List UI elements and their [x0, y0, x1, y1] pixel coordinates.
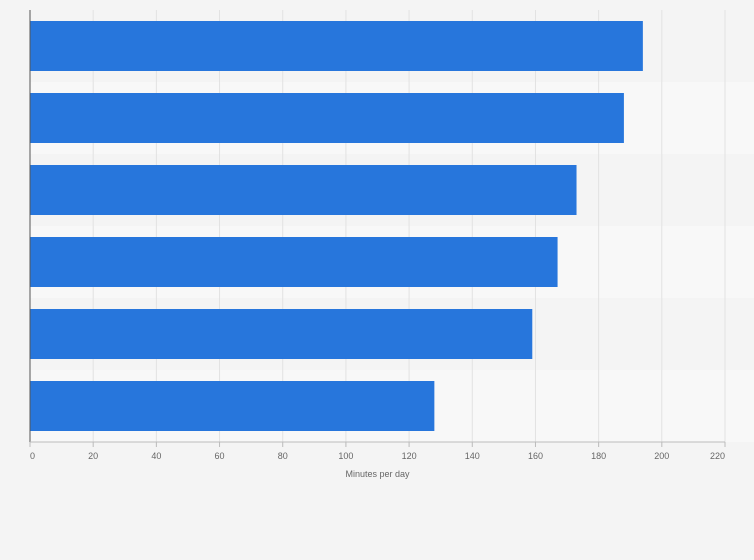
x-axis-title: Minutes per day	[345, 469, 410, 479]
x-tick-label: 140	[465, 451, 480, 461]
x-tick-label: 200	[654, 451, 669, 461]
bar	[30, 309, 533, 359]
x-tick-label: 20	[88, 451, 98, 461]
bar	[30, 381, 435, 431]
row-bands	[30, 10, 754, 442]
bars	[30, 21, 643, 431]
x-tick-label: 180	[591, 451, 606, 461]
bar	[30, 93, 624, 143]
bar	[30, 165, 577, 215]
x-tick-label: 40	[151, 451, 161, 461]
bar	[30, 21, 643, 71]
x-tick-label: 160	[528, 451, 543, 461]
x-tick-label: 0	[30, 451, 35, 461]
x-tick-label: 100	[338, 451, 353, 461]
bar	[30, 237, 558, 287]
x-tick-label: 80	[278, 451, 288, 461]
x-tick-label: 120	[402, 451, 417, 461]
x-tick-label: 60	[215, 451, 225, 461]
x-tick-labels: 0 20 40 60 80 100 120 140 160 180 200 220	[30, 451, 725, 461]
x-tick-label: 220	[710, 451, 725, 461]
grid-lines	[29, 10, 726, 447]
